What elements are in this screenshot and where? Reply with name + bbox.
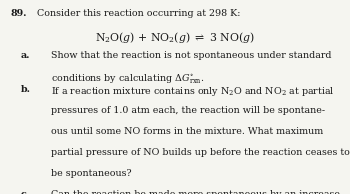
Text: Consider this reaction occurring at 298 K:: Consider this reaction occurring at 298 … [37,9,240,18]
Text: 89.: 89. [10,9,27,18]
Text: N$_2$O($g$) + NO$_2$($g$) $\rightleftharpoons$ 3 NO($g$): N$_2$O($g$) + NO$_2$($g$) $\rightlefthar… [95,30,255,45]
Text: a.: a. [21,51,30,60]
Text: Show that the reaction is not spontaneous under standard: Show that the reaction is not spontaneou… [51,51,331,60]
Text: pressures of 1.0 atm each, the reaction will be spontane-: pressures of 1.0 atm each, the reaction … [51,106,325,115]
Text: ous until some NO forms in the mixture. What maximum: ous until some NO forms in the mixture. … [51,127,323,136]
Text: be spontaneous?: be spontaneous? [51,169,131,178]
Text: If a reaction mixture contains only N$_2$O and NO$_2$ at partial: If a reaction mixture contains only N$_2… [51,85,335,98]
Text: b.: b. [21,85,31,94]
Text: Can the reaction be made more spontaneous by an increase: Can the reaction be made more spontaneou… [51,190,340,194]
Text: conditions by calculating $\Delta G^{\circ}_{\rm rxn}$.: conditions by calculating $\Delta G^{\ci… [51,72,204,86]
Text: c.: c. [21,190,30,194]
Text: partial pressure of NO builds up before the reaction ceases to: partial pressure of NO builds up before … [51,148,350,157]
